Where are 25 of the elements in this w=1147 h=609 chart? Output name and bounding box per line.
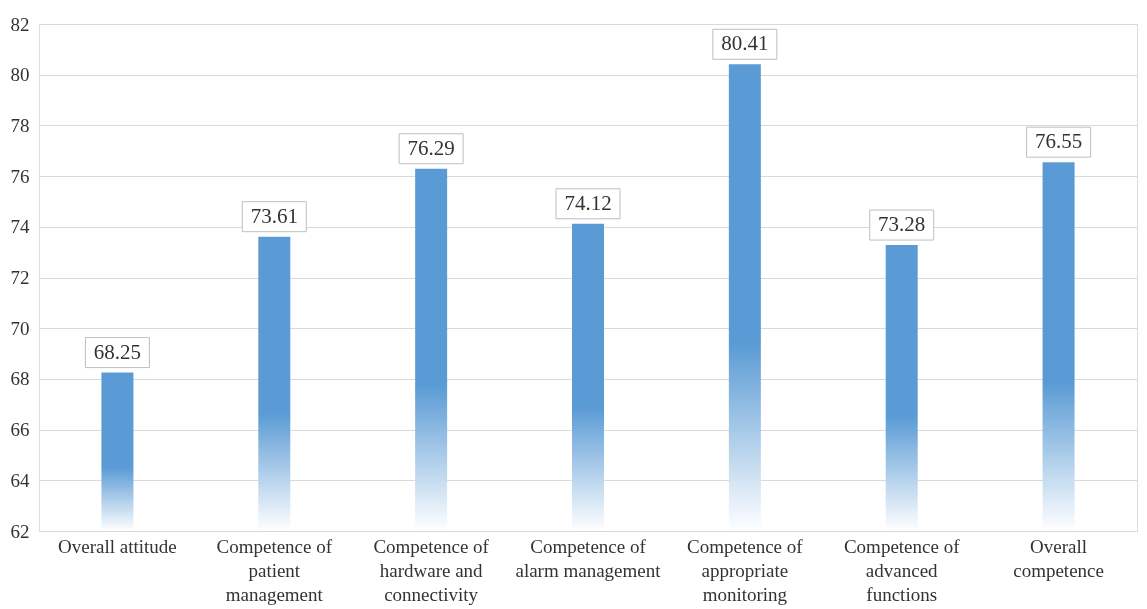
data-label: 76.29	[407, 135, 455, 160]
y-tick-label: 76	[10, 165, 30, 187]
y-tick-label: 74	[10, 216, 30, 238]
x-tick-label: Competence of appropriate monitoring	[687, 535, 804, 605]
x-tick-label: Overall attitude	[58, 535, 177, 557]
y-tick-label: 78	[10, 114, 30, 136]
data-label: 73.61	[250, 203, 298, 228]
data-label: 73.28	[878, 212, 926, 237]
x-tick-label: Competence of alarm management	[515, 535, 662, 581]
x-tick-label: Competence of patient management	[216, 535, 333, 605]
y-tick-label: 82	[10, 13, 30, 35]
y-tick-label: 72	[10, 267, 30, 288]
data-label: 74.12	[564, 190, 612, 215]
y-tick-label: 68	[10, 368, 30, 390]
y-tick-label: 66	[10, 419, 30, 441]
x-tick-label: Competence of advanced functions	[843, 535, 961, 605]
y-tick-label: 70	[10, 317, 30, 339]
data-label: 68.25	[93, 339, 142, 364]
y-tick-label: 62	[10, 520, 30, 542]
x-tick-label: Overall competence	[1013, 535, 1104, 581]
data-label: 76.55	[1034, 129, 1083, 154]
y-tick-label: 80	[10, 64, 30, 86]
data-label: 80.41	[721, 31, 769, 56]
y-tick-label: 64	[10, 469, 30, 491]
x-tick-label: Competence of hardware and connectivity	[373, 535, 490, 605]
